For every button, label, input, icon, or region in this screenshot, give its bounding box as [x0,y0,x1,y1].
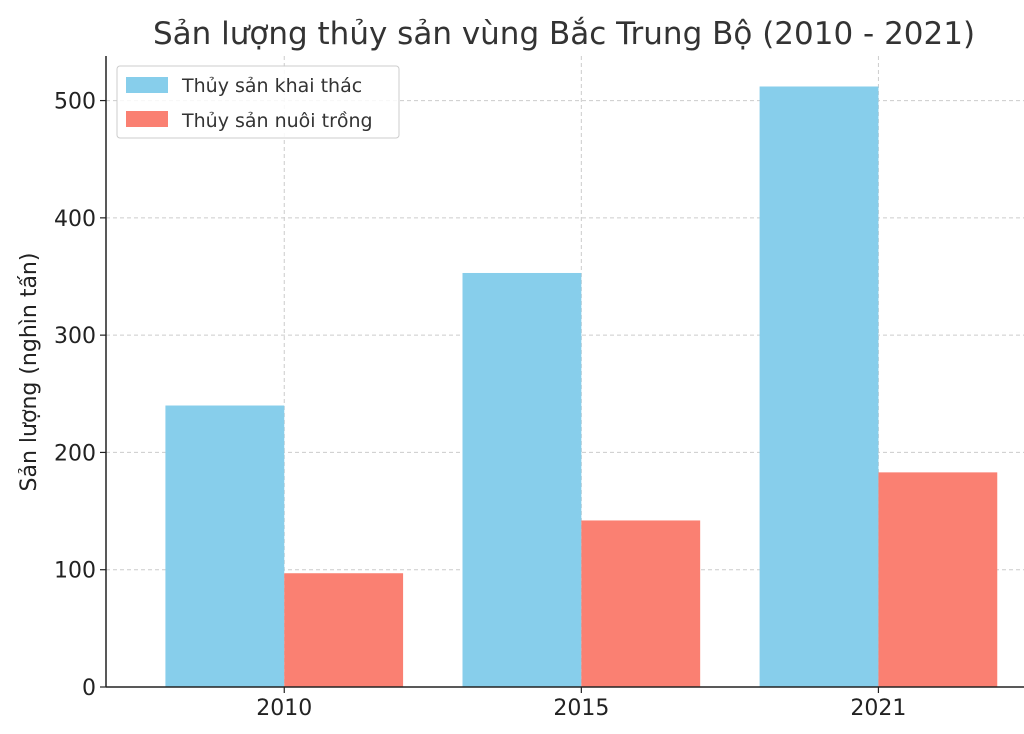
bar-series1-2015 [581,520,701,687]
axes [100,56,1024,693]
bar-series1-2021 [878,472,998,687]
y-tick-label-1: 100 [54,559,96,584]
tick-labels: 0 100 200 300 400 500 2010 2015 2021 [54,90,906,721]
bars [165,86,998,687]
chart-title: Sản lượng thủy sản vùng Bắc Trung Bộ (20… [153,16,975,52]
bar-series0-2021 [759,86,879,687]
legend-swatch-khai-thac [126,77,168,93]
legend-label-khai-thac: Thủy sản khai thác [181,75,362,97]
y-axis-label: Sản lượng (nghìn tấn) [17,253,42,492]
y-tick-label-5: 500 [54,90,96,115]
x-tick-label-0: 2010 [256,696,312,721]
bar-series0-2010 [165,405,285,687]
legend-label-nuoi-trong: Thủy sản nuôi trồng [181,110,373,132]
bar-series0-2015 [462,272,582,687]
y-tick-label-0: 0 [82,676,96,701]
legend-frame [116,65,400,139]
x-tick-label-1: 2015 [553,696,609,721]
legend: Thủy sản khai thác Thủy sản nuôi trồng [116,65,400,139]
y-tick-label-4: 400 [54,207,96,232]
bar-series1-2010 [284,573,404,687]
y-tick-label-3: 300 [54,324,96,349]
y-tick-label-2: 200 [54,441,96,466]
x-tick-label-2: 2021 [850,696,906,721]
legend-swatch-nuoi-trong [126,111,168,127]
